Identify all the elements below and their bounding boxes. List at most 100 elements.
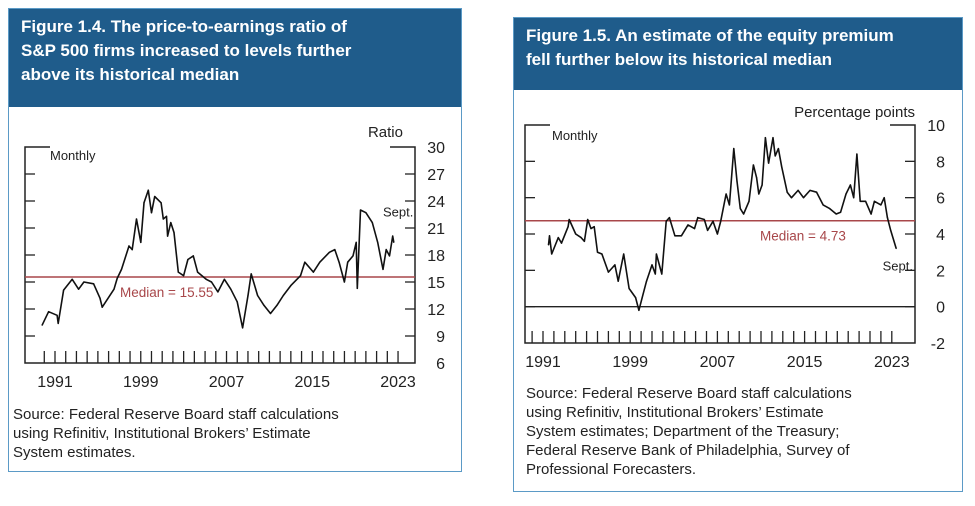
y-tick-label: 15 [427,275,445,292]
data-point [382,268,384,270]
data-point [56,314,58,316]
data-point [276,304,278,306]
y-tick-label: 24 [427,194,445,211]
data-point [99,297,101,299]
data-point [739,207,741,210]
y-tick-label: 0 [936,300,945,317]
data-point [347,261,349,263]
data-point [236,301,238,303]
data-point [196,271,199,273]
y-tick-label: 8 [936,154,945,171]
data-point [865,200,867,202]
figure-1-5-source: Source: Federal Reserve Board staff calc… [526,384,852,479]
data-point [359,209,362,211]
y-tick-label: 9 [436,329,445,346]
figure-1-4-title: Figure 1.4. The price-to-earnings ratio … [9,9,461,107]
data-point [101,306,103,308]
data-point [77,288,80,290]
data-point [162,218,164,220]
y-tick-label: 2 [936,263,945,280]
data-point [147,189,149,191]
data-point [883,197,885,199]
figure-1-5-panel: Figure 1.5. An estimate of the equity pr… [513,17,963,492]
data-point [853,197,855,199]
data-point [355,241,357,243]
data-point [338,261,340,263]
title-line: Figure 1.4. The price-to-earnings ratio … [21,17,347,36]
data-point [774,155,776,157]
source-line: Professional Forecasters. [526,461,697,478]
data-point [687,224,689,226]
x-tick-label: 2007 [209,374,245,391]
data-point [356,287,358,289]
median-label: Median = 15.55 [120,285,213,300]
title-line: fell further below its historical median [526,50,833,69]
data-point [845,193,847,195]
data-point [607,271,610,273]
data-point [697,217,699,219]
data-point [548,235,551,237]
data-point [772,137,774,139]
data-point [377,241,379,243]
data-point [712,220,714,222]
data-point [815,191,818,193]
data-point [250,273,252,275]
data-point [113,288,115,290]
data-point [742,213,745,215]
plot-frame [524,124,916,344]
figure-1-4-source: Source: Federal Reserve Board staff calc… [13,405,339,462]
data-point [131,249,133,251]
data-point [601,253,603,255]
data-point [560,242,563,244]
data-point [187,258,189,261]
data-point [365,212,367,214]
data-point [655,253,657,255]
data-point [583,240,586,242]
data-point [343,281,346,283]
data-point [41,324,43,326]
data-point [674,235,676,237]
y-tick-label: 18 [427,248,445,265]
data-point [748,200,750,202]
data-point [706,229,709,231]
data-point [829,207,831,210]
data-point [856,153,858,155]
frequency-label: Monthly [50,148,96,163]
data-point [269,312,272,315]
title-line: above its historical median [21,65,240,84]
data-point [116,277,118,279]
data-point [651,264,653,266]
data-point [319,261,321,263]
title-line: S&P 500 firms increased to levels furthe… [21,41,352,60]
plot-frame [24,146,416,364]
data-point [263,304,265,306]
y-tick-label: 6 [436,356,445,373]
data-point [859,200,861,202]
data-point [567,226,569,228]
data-point [768,162,770,164]
x-tick-label: 2023 [874,354,910,371]
data-point [614,264,616,266]
source-line: Federal Reserve Bank of Philadelphia, Su… [526,442,850,459]
data-point [551,253,553,255]
data-point [641,296,643,299]
data-point [873,200,875,202]
data-point [92,283,95,285]
data-point [210,281,213,283]
data-point [596,251,599,253]
data-point [797,189,799,191]
data-point [568,218,570,221]
data-point [668,217,671,219]
data-point [849,184,851,186]
y-tick-label: 21 [427,221,445,238]
data-point [304,261,306,263]
data-point [352,255,354,257]
median-label: Median = 4.73 [760,229,846,244]
data-point [173,231,175,234]
x-tick-label: 1991 [37,374,73,391]
x-tick-label: 2007 [700,354,736,371]
frequency-label: Monthly [552,128,598,143]
data-point [143,202,145,204]
data-point [728,204,730,206]
y-tick-label: -2 [931,336,945,353]
